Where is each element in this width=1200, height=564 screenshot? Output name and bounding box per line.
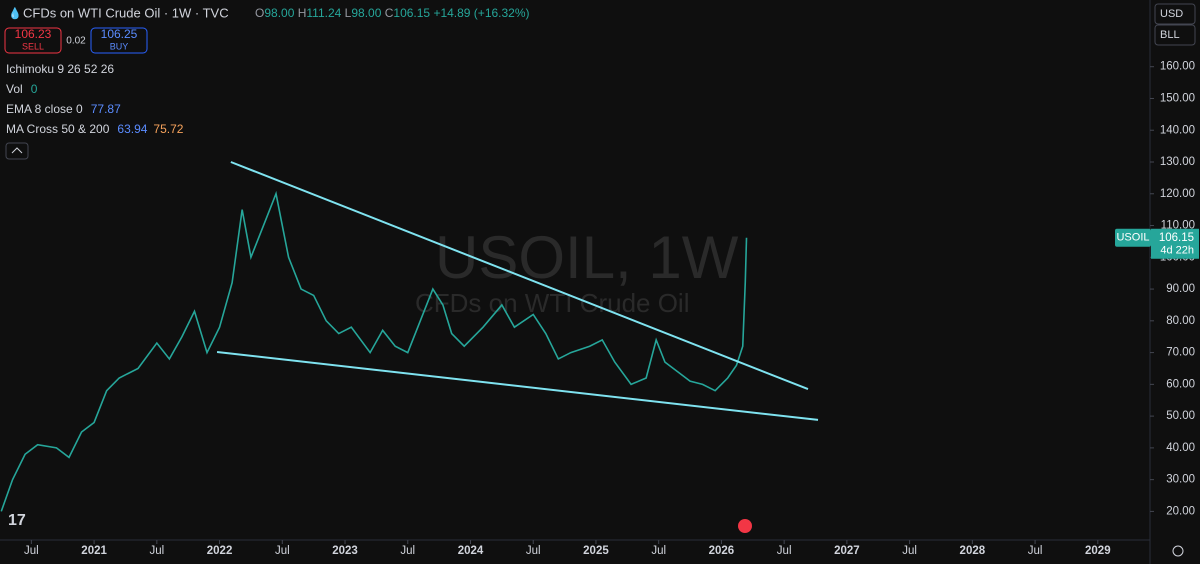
sell-price[interactable]: 106.23 bbox=[15, 27, 52, 41]
x-tick-label: 2021 bbox=[81, 545, 107, 557]
collapse-button[interactable] bbox=[5, 142, 29, 160]
x-tick-label: Jul bbox=[526, 545, 541, 557]
y-tick-label: 80.00 bbox=[1166, 315, 1195, 327]
l-value: 98.00 bbox=[351, 6, 381, 20]
y-tick-label: 140.00 bbox=[1160, 124, 1195, 136]
x-tick-label: Jul bbox=[24, 545, 39, 557]
o-label: O bbox=[255, 6, 264, 20]
x-tick-label: 2024 bbox=[458, 545, 484, 557]
spread: 0.02 bbox=[66, 36, 86, 47]
indicator-name: EMA 8 close 0 bbox=[6, 102, 83, 116]
unit[interactable]: BLL bbox=[1160, 29, 1180, 41]
symbol-tag bbox=[1115, 228, 1151, 247]
l-label: L bbox=[345, 6, 352, 20]
change: +14.89 (+16.32%) bbox=[433, 6, 529, 20]
c-label: C bbox=[385, 6, 394, 20]
buy-button[interactable] bbox=[90, 27, 148, 54]
drop-icon: 💧 bbox=[8, 7, 22, 20]
settings-icon[interactable] bbox=[1172, 545, 1184, 557]
watermark-desc: CFDs on WTI Crude Oil bbox=[415, 288, 690, 318]
x-tick-label: 2029 bbox=[1085, 545, 1111, 557]
indicator-list: Ichimoku 9 26 52 26 Vol 0 EMA 8 close 0 77.8… bbox=[6, 62, 184, 136]
currency-button[interactable] bbox=[1154, 3, 1196, 25]
sell-button[interactable] bbox=[4, 27, 62, 54]
y-tick-label: 30.00 bbox=[1166, 474, 1195, 486]
symbol-title: CFDs on WTI Crude Oil · 1W · TVC bbox=[23, 5, 229, 20]
unit-button[interactable] bbox=[1154, 24, 1196, 46]
buy-label[interactable]: BUY bbox=[110, 41, 129, 51]
x-tick-label: Jul bbox=[149, 545, 164, 557]
y-tick-label: 40.00 bbox=[1166, 442, 1195, 454]
y-tick-label: 60.00 bbox=[1166, 378, 1195, 390]
y-tick-label: 130.00 bbox=[1160, 156, 1195, 168]
indicator-value: 0 bbox=[31, 82, 38, 96]
y-tick-label: 110.00 bbox=[1161, 220, 1195, 232]
y-tick-label: 20.00 bbox=[1166, 505, 1195, 517]
y-tick-label: 50.00 bbox=[1166, 410, 1195, 422]
symbol-tag-text: USOIL bbox=[1116, 232, 1149, 244]
x-tick-label: Jul bbox=[902, 545, 917, 557]
x-tick-label: Jul bbox=[400, 545, 415, 557]
tv-logo: 17 bbox=[8, 512, 26, 529]
x-tick-label: 2027 bbox=[834, 545, 860, 557]
x-tick-label: 2026 bbox=[709, 545, 735, 557]
watermark: USOIL, 1W CFDs on WTI Crude Oil bbox=[415, 224, 739, 318]
indicator-name: Ichimoku 9 26 52 26 bbox=[6, 62, 114, 76]
x-tick-label: Jul bbox=[1028, 545, 1043, 557]
y-tick-label: 70.00 bbox=[1166, 347, 1195, 359]
collapse-icon bbox=[11, 147, 23, 154]
buy-price[interactable]: 106.25 bbox=[101, 27, 138, 41]
countdown: 4d 22h bbox=[1160, 245, 1194, 257]
x-tick-label: Jul bbox=[651, 545, 666, 557]
y-tick-label: 150.00 bbox=[1160, 93, 1195, 105]
x-tick-label: Jul bbox=[777, 545, 792, 557]
event-icon[interactable] bbox=[738, 519, 752, 533]
indicator-name: MA Cross 50 & 200 bbox=[6, 122, 110, 136]
y-tick-label: 90.00 bbox=[1166, 283, 1195, 295]
h-label: H bbox=[298, 6, 307, 20]
indicator-value: 77.87 bbox=[91, 102, 121, 116]
h-value: 111.24 bbox=[306, 6, 341, 20]
indicator-name: Vol bbox=[6, 82, 23, 96]
x-tick-label: 2025 bbox=[583, 545, 609, 557]
price-tag bbox=[1151, 228, 1199, 259]
y-tick-label: 160.00 bbox=[1160, 61, 1195, 73]
x-tick-label: 2028 bbox=[960, 545, 986, 557]
o-value: 98.00 bbox=[264, 6, 294, 20]
x-tick-label: Jul bbox=[275, 545, 290, 557]
c-value: 106.15 bbox=[393, 6, 430, 20]
y-tick-label: 120.00 bbox=[1160, 188, 1195, 200]
price-line bbox=[0, 190, 748, 512]
currency[interactable]: USD bbox=[1160, 8, 1183, 20]
indicator-value: 75.72 bbox=[153, 122, 183, 136]
price-tag-value: 106.15 bbox=[1159, 232, 1194, 244]
watermark-symbol: USOIL, 1W bbox=[435, 224, 739, 291]
indicator-value: 63.94 bbox=[117, 122, 147, 136]
sell-label[interactable]: SELL bbox=[22, 41, 44, 51]
trendline bbox=[216, 350, 819, 421]
trendline bbox=[230, 161, 809, 391]
x-tick-label: 2022 bbox=[207, 545, 233, 557]
x-tick-label: 2023 bbox=[332, 545, 358, 557]
ohlc: O98.00 H111.24 L98.00 C106.15 +14.89 (+1… bbox=[255, 6, 530, 20]
